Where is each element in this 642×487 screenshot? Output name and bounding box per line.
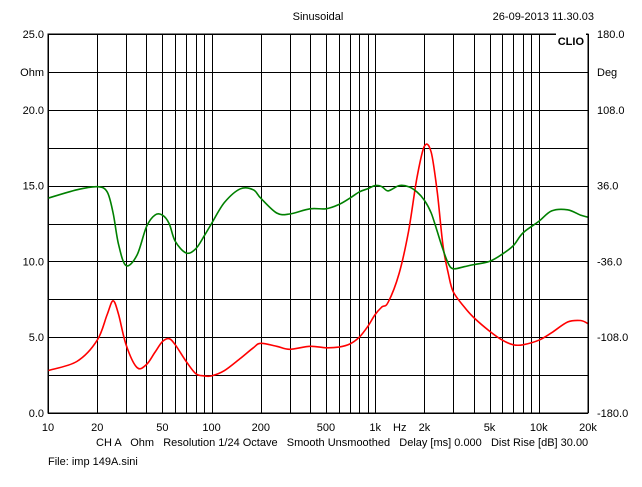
y-right-tick-label: 36.0 [597, 181, 618, 193]
x-tick-label: 20k [579, 422, 597, 434]
series-layer [47, 143, 589, 378]
x-tick-label: 5k [484, 422, 496, 434]
x-tick-label: 2k [419, 422, 431, 434]
y-right-tick-label: -108.0 [597, 332, 628, 344]
file-line: File: imp 149A.sini [48, 456, 138, 468]
y-left-tick-label: 5.0 [29, 332, 44, 344]
x-tick-label: 200 [252, 422, 270, 434]
x-tick-label: 500 [317, 422, 335, 434]
y-right-tick-label: 180.0 [597, 29, 625, 41]
y-left-tick-label: 10.0 [23, 256, 44, 268]
y-right-tick-label: -36.0 [597, 256, 622, 268]
y-left-tick-label: 15.0 [23, 181, 44, 193]
x-tick-label: 1k [369, 422, 381, 434]
plot-frame [47, 33, 589, 414]
y-left-unit-label: Ohm [20, 67, 44, 79]
x-tick-label: 100 [202, 422, 220, 434]
timestamp: 26-09-2013 11.30.03 [493, 11, 594, 23]
axis-labels: 10 20 50 100 200 500 1k 2k 5k 10k 20k Hz 0.0 5.0 10.0 1… [20, 29, 628, 434]
y-right-tick-label: -180.0 [597, 408, 628, 420]
phase-curve [47, 184, 589, 270]
settings-line: CH A Ohm Resolution 1/24 Octave Smooth U… [96, 437, 588, 449]
chart-title: Sinusoidal [293, 11, 344, 23]
y-left-tick-label: 25.0 [23, 29, 44, 41]
y-left-tick-label: 20.0 [23, 105, 44, 117]
impedance-curve [47, 143, 589, 378]
brand-logo-box [556, 33, 586, 49]
x-tick-label: 20 [91, 422, 103, 434]
y-right-unit-label: Deg [597, 67, 617, 79]
y-right-tick-label: 108.0 [597, 105, 625, 117]
x-unit-label: Hz [393, 422, 406, 434]
brand-logo: CLIO [558, 36, 585, 48]
x-tick-label: 10k [530, 422, 548, 434]
y-left-tick-label: 0.0 [29, 408, 44, 420]
x-tick-label: 10 [42, 422, 54, 434]
x-tick-label: 50 [156, 422, 168, 434]
